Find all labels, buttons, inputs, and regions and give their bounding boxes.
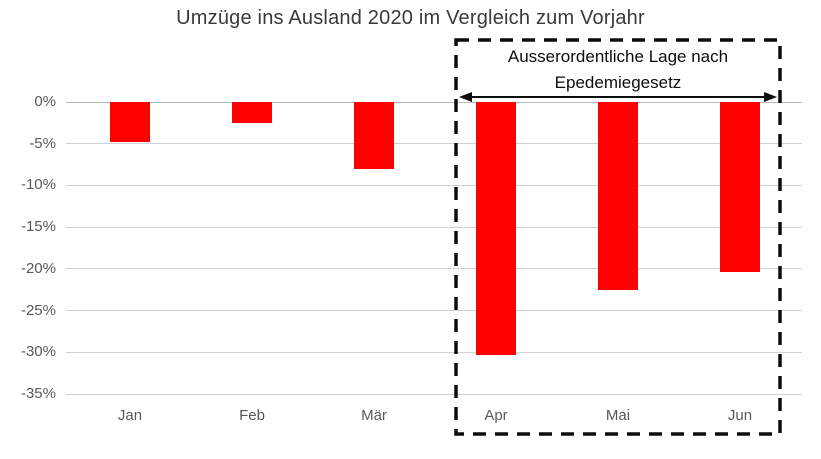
annotation-line-1: Ausserordentliche Lage nach [507,47,729,66]
x-axis-label-mai: Mai [605,407,631,424]
y-axis-tick-label: -30% [20,343,56,361]
gridline--5% [66,143,802,145]
annotation-line-2: Epedemiegesetz [554,73,682,92]
x-axis-label-apr: Apr [484,407,508,424]
y-axis-tick-label: -10% [20,176,56,194]
gridline--25% [66,310,802,312]
x-axis-label-feb: Feb [239,407,265,424]
gridline-0% [66,101,802,103]
bar-jan [110,102,150,143]
gridline--20% [66,268,802,270]
y-axis-tick-label: -25% [20,301,56,319]
bar-jun [720,102,760,273]
gridline--10% [66,184,802,186]
x-axis-label-jun: Jun [727,407,753,424]
bar-feb [232,102,272,123]
chart-title: Umzüge ins Ausland 2020 im Vergleich zum… [176,7,645,29]
bar-apr [476,102,516,355]
annotation-label: Ausserordentliche Lage nach Epedemiegese… [456,44,780,96]
x-axis-label-mär: Mär [361,407,387,424]
bar-mär [354,102,394,169]
y-axis-tick-label: -5% [29,134,56,152]
y-axis-tick-label: 0% [34,93,56,110]
gridline--15% [66,226,802,228]
y-axis-tick-label: -20% [20,259,56,277]
gridline--35% [66,393,802,395]
x-axis-label-jan: Jan [117,407,143,424]
y-axis-tick-label: -35% [20,385,56,402]
bar-mai [598,102,638,290]
y-axis-tick-label: -15% [20,218,56,236]
gridline--30% [66,351,802,353]
